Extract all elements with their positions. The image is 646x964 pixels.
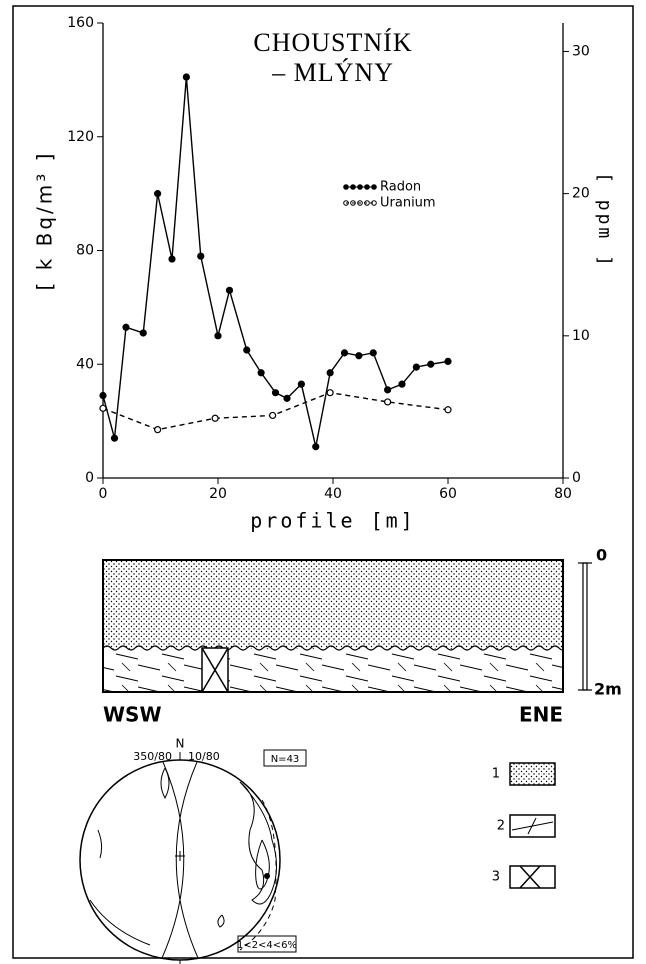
maximum <box>264 873 270 879</box>
series-line <box>102 391 449 431</box>
section: 0 2m WSW ENE <box>102 546 622 727</box>
data-point <box>243 346 251 354</box>
data-point <box>355 352 363 360</box>
data-point <box>444 406 452 414</box>
y2-tick-label: 0 <box>572 470 581 486</box>
data-point <box>412 363 420 371</box>
scale-top: 0 <box>596 546 607 565</box>
data-point <box>154 426 162 434</box>
data-point <box>214 332 222 340</box>
y2-tick-label: 20 <box>572 186 590 202</box>
x-tick-label: 40 <box>324 486 342 502</box>
data-point <box>139 329 147 337</box>
data-point <box>197 252 205 260</box>
count-box <box>263 749 307 767</box>
x-tick-label: 20 <box>209 486 227 502</box>
legend-symbol <box>511 817 554 835</box>
x-tick-label: 60 <box>439 486 457 502</box>
data-point <box>297 380 305 388</box>
data-point <box>340 349 349 357</box>
data-point <box>269 411 277 420</box>
y-tick-label: 160 <box>67 15 94 31</box>
scale-bar <box>582 562 588 691</box>
stereonet: N 350/80 10/80 N=43 1<2<4<6% <box>79 737 307 964</box>
x-axis-label: profile [m] <box>250 509 415 533</box>
cover-layer <box>103 560 563 648</box>
unconformity <box>102 645 564 651</box>
y2-tick-label: 10 <box>572 328 590 344</box>
contour <box>255 839 270 890</box>
legend-label: Uranium <box>380 196 436 211</box>
data-point <box>122 323 130 331</box>
section-left: WSW <box>103 703 162 727</box>
contour <box>239 781 277 905</box>
y-tick-label: 120 <box>67 129 94 145</box>
y-tick-label: 0 <box>85 470 94 486</box>
data-point <box>225 286 234 294</box>
chart: 0 40 80 120 160 0 10 20 30 0 20 40 60 80 profile [m] [ … <box>33 15 616 533</box>
x-tick-label: 0 <box>99 486 108 502</box>
legend-label: Radon <box>380 180 421 195</box>
contour-box <box>237 935 297 953</box>
legend-number: 2 <box>497 819 505 834</box>
data-point <box>369 349 377 357</box>
y-axis-label: [ k Bq/m³ ] <box>33 151 57 291</box>
data-point <box>99 404 107 412</box>
legend-swatch <box>509 865 556 889</box>
section-border <box>102 559 564 693</box>
contour-label: 1<2<4<6% <box>237 940 297 951</box>
legend-number: 3 <box>492 870 500 885</box>
legend-swatch <box>509 762 556 786</box>
data-point <box>182 73 190 81</box>
data-point <box>168 255 176 263</box>
data-point <box>444 357 452 366</box>
rock-layer <box>103 648 563 692</box>
contour <box>89 829 151 946</box>
north-label: N <box>176 737 185 751</box>
data-point <box>312 443 320 451</box>
plane <box>161 761 185 959</box>
frame <box>12 5 634 959</box>
data-point <box>99 391 107 400</box>
data-point <box>257 369 265 377</box>
data-point <box>326 389 334 397</box>
x-tick-label: 80 <box>554 486 572 502</box>
contour <box>160 767 170 800</box>
section-right: ENE <box>519 703 563 727</box>
legend-number: 1 <box>492 767 500 782</box>
y2-tick-label: 30 <box>572 43 590 59</box>
data-point <box>110 434 119 442</box>
plane-label: 350/80 <box>133 750 172 763</box>
data-point <box>384 386 392 394</box>
data-point <box>271 389 280 397</box>
y2-axis-label: [ ppm ] <box>594 172 615 269</box>
section-legend: 1 2 3 <box>492 762 556 889</box>
dyke-cross <box>201 647 229 693</box>
y-tick-label: 80 <box>76 243 94 259</box>
y-tick-label: 40 <box>76 356 94 372</box>
chart-title: CHOUSTNÍK <box>253 28 412 57</box>
data-point <box>326 369 334 377</box>
count-label: N=43 <box>271 754 300 765</box>
data-point <box>427 360 435 368</box>
data-point <box>398 380 406 388</box>
contour <box>217 914 225 928</box>
data-point <box>384 398 392 406</box>
data-point <box>283 394 291 402</box>
data-point <box>154 190 162 198</box>
data-point <box>211 414 219 422</box>
plane-label: 10/80 <box>188 750 220 763</box>
scale-bottom: 2m <box>594 680 622 699</box>
chart-title: – MLÝNY <box>271 58 394 87</box>
legend-symbol <box>519 865 541 889</box>
plane <box>175 761 199 959</box>
contour <box>239 799 277 951</box>
